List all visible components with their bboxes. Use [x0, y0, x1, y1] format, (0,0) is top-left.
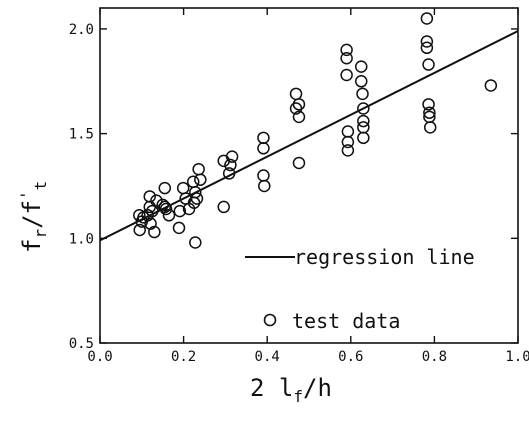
- data-point: [146, 204, 159, 218]
- data-point: [340, 43, 353, 57]
- y-axis-label-sup: ': [17, 190, 36, 200]
- data-point: [357, 102, 370, 115]
- data-point: [162, 209, 176, 222]
- data-point: [289, 87, 303, 101]
- data-point: [355, 60, 368, 73]
- data-point: [258, 179, 271, 193]
- data-point: [144, 217, 157, 230]
- data-point: [194, 173, 207, 186]
- data-point: [355, 75, 368, 88]
- data-point: [423, 106, 436, 119]
- data-point: [357, 131, 370, 145]
- data-point: [292, 110, 306, 124]
- x-tick-label: 0.2: [171, 349, 196, 365]
- data-point: [356, 87, 369, 101]
- data-point: [172, 221, 186, 235]
- data-point: [420, 41, 434, 55]
- data-point: [341, 144, 355, 157]
- data-point: [133, 223, 146, 237]
- data-point: [422, 98, 435, 111]
- data-point: [225, 150, 239, 163]
- data-point: [422, 58, 435, 71]
- x-axis-ticks: 0.0 0.2 0.4 0.6 0.8 1.0: [87, 8, 529, 365]
- plot-frame: [99, 7, 519, 344]
- data-point: [257, 142, 270, 155]
- data-point: [292, 156, 306, 170]
- x-axis-label: 2 lf/h: [250, 374, 332, 406]
- data-point: [192, 162, 205, 176]
- regression-line: [99, 30, 519, 242]
- data-point: [484, 79, 498, 92]
- data-point: [257, 131, 270, 145]
- data-point: [189, 186, 202, 199]
- data-point: [158, 181, 172, 195]
- data-point: [340, 52, 353, 65]
- data-point: [224, 158, 237, 172]
- data-point: [148, 225, 161, 239]
- y-axis-label-sub2: t: [31, 181, 50, 191]
- x-tick-label: 0.4: [255, 349, 280, 365]
- data-point: [176, 181, 190, 195]
- data-point: [173, 204, 187, 218]
- data-point: [156, 198, 169, 212]
- data-point: [341, 135, 355, 149]
- data-point: [357, 121, 370, 134]
- data-point: [357, 114, 370, 128]
- x-tick-label: 0.8: [422, 349, 447, 365]
- legend-marker-sample: [263, 313, 277, 327]
- data-point: [257, 169, 270, 182]
- data-point: [190, 192, 204, 205]
- x-axis-label-main: 2 l: [250, 374, 293, 402]
- y-axis-label-mid: /f: [18, 200, 46, 229]
- x-tick-label: 0.0: [87, 349, 112, 365]
- data-point: [292, 98, 306, 111]
- data-point: [186, 175, 200, 189]
- data-point: [423, 121, 437, 134]
- y-axis-label: fr/f't: [17, 181, 50, 253]
- y-tick-label: 1.5: [69, 127, 94, 143]
- y-axis-label-main: f: [18, 239, 46, 253]
- legend: regression line test data: [245, 245, 475, 333]
- legend-line-label: regression line: [294, 245, 475, 269]
- data-point: [340, 68, 353, 82]
- y-tick-label: 1.0: [69, 231, 94, 247]
- data-point: [217, 200, 230, 214]
- y-tick-label: 2.0: [69, 22, 94, 38]
- data-point: [420, 35, 434, 48]
- data-point: [341, 125, 355, 138]
- x-tick-label: 1.0: [505, 349, 529, 365]
- data-point: [150, 194, 163, 207]
- x-tick-label: 0.6: [338, 349, 363, 365]
- data-point: [159, 202, 173, 216]
- data-point: [222, 167, 236, 180]
- y-tick-label: 0.5: [69, 336, 94, 352]
- y-axis-label-sub1: r: [31, 229, 50, 239]
- legend-marker-label: test data: [292, 309, 400, 333]
- x-axis-label-sub: f: [293, 387, 303, 406]
- y-axis-ticks: 0.5 1.0 1.5 2.0: [69, 22, 518, 352]
- x-axis-label-tail: /h: [303, 374, 332, 402]
- data-point: [420, 12, 434, 25]
- data-point: [189, 236, 202, 249]
- data-points: [133, 12, 498, 249]
